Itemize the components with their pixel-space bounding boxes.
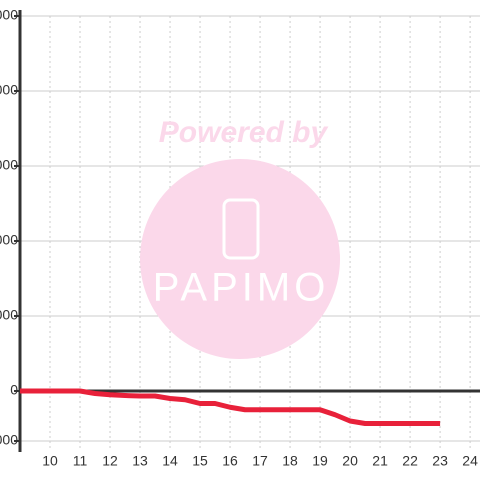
- y-tick-label: -20,000: [0, 432, 18, 448]
- x-tick-label: 24: [462, 453, 478, 469]
- x-tick-label: 22: [402, 453, 418, 469]
- x-tick-label: 20: [342, 453, 358, 469]
- watermark-brand: PAPIMO: [153, 266, 330, 310]
- x-tick-label: 19: [312, 453, 328, 469]
- y-tick-label: 60,000: [0, 232, 18, 248]
- x-tick-label: 14: [162, 453, 178, 469]
- x-tick-label: 18: [282, 453, 298, 469]
- x-tick-label: 12: [102, 453, 118, 469]
- x-tick-label: 17: [252, 453, 268, 469]
- y-tick-label: 150,000: [0, 7, 18, 23]
- x-tick-label: 11: [73, 453, 88, 469]
- y-tick-label: 0: [10, 382, 18, 398]
- y-tick-label: 30,000: [0, 307, 18, 323]
- x-tick-label: 13: [132, 453, 148, 469]
- x-tick-label: 10: [42, 453, 58, 469]
- watermark: Powered by PAPIMO: [140, 116, 340, 359]
- y-tick-label: 120,000: [0, 82, 18, 98]
- watermark-icon: [222, 198, 260, 260]
- y-tick-label: 90,000: [0, 157, 18, 173]
- watermark-text: Powered by: [159, 116, 329, 149]
- x-tick-label: 16: [222, 453, 238, 469]
- x-tick-label: 21: [372, 453, 388, 469]
- x-tick-label: 23: [432, 453, 448, 469]
- x-tick-label: 15: [192, 453, 208, 469]
- line: [20, 388, 441, 426]
